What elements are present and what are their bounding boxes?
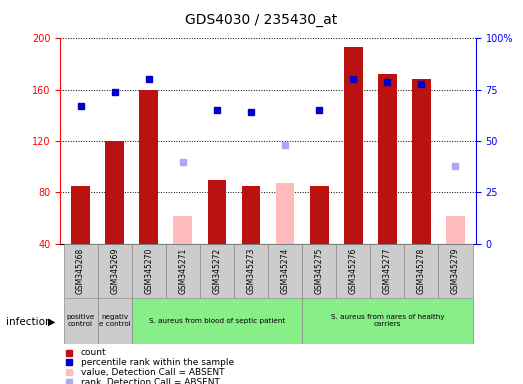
Text: GSM345277: GSM345277 <box>383 248 392 294</box>
Text: GSM345270: GSM345270 <box>144 248 153 294</box>
Text: GSM345275: GSM345275 <box>315 248 324 294</box>
Bar <box>132 298 302 344</box>
Bar <box>105 141 124 244</box>
Bar <box>378 74 396 244</box>
Bar <box>234 244 268 298</box>
Text: GSM345274: GSM345274 <box>280 248 290 294</box>
Bar <box>276 184 294 244</box>
Bar <box>174 215 192 244</box>
Bar <box>336 244 370 298</box>
Bar <box>132 244 166 298</box>
Bar <box>64 244 98 298</box>
Text: GSM345278: GSM345278 <box>417 248 426 294</box>
Text: GDS4030 / 235430_at: GDS4030 / 235430_at <box>185 13 338 27</box>
Text: positive
control: positive control <box>66 314 95 327</box>
Bar <box>310 186 328 244</box>
Bar <box>98 298 132 344</box>
Bar <box>438 244 472 298</box>
Bar <box>64 298 98 344</box>
Text: GSM345271: GSM345271 <box>178 248 187 294</box>
Bar <box>140 90 158 244</box>
Bar <box>446 215 465 244</box>
Text: GSM345273: GSM345273 <box>246 248 256 294</box>
Bar <box>302 244 336 298</box>
Text: infection: infection <box>6 317 52 327</box>
Bar <box>370 244 404 298</box>
Bar <box>71 186 90 244</box>
Text: ▶: ▶ <box>48 317 55 327</box>
Bar <box>208 180 226 244</box>
Bar <box>412 79 431 244</box>
Text: GSM345279: GSM345279 <box>451 248 460 294</box>
Text: GSM345276: GSM345276 <box>349 248 358 294</box>
Text: negativ
e control: negativ e control <box>99 314 131 327</box>
Text: rank, Detection Call = ABSENT: rank, Detection Call = ABSENT <box>81 378 220 384</box>
Bar <box>344 47 362 244</box>
Text: GSM345272: GSM345272 <box>212 248 221 294</box>
Text: value, Detection Call = ABSENT: value, Detection Call = ABSENT <box>81 368 224 377</box>
Bar <box>404 244 438 298</box>
Bar <box>200 244 234 298</box>
Bar <box>242 186 260 244</box>
Text: GSM345269: GSM345269 <box>110 248 119 294</box>
Text: S. aureus from nares of healthy
carriers: S. aureus from nares of healthy carriers <box>331 314 444 327</box>
Text: percentile rank within the sample: percentile rank within the sample <box>81 358 234 367</box>
Bar <box>166 244 200 298</box>
Bar <box>302 298 472 344</box>
Text: S. aureus from blood of septic patient: S. aureus from blood of septic patient <box>149 318 285 324</box>
Bar <box>268 244 302 298</box>
Bar <box>98 244 132 298</box>
Text: GSM345268: GSM345268 <box>76 248 85 294</box>
Text: count: count <box>81 348 107 357</box>
